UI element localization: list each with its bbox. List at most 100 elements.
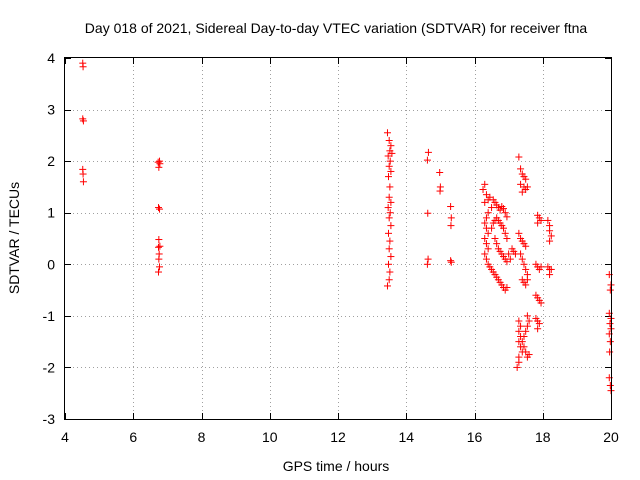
data-point: [79, 178, 87, 186]
data-point: [385, 260, 393, 268]
data-point: [385, 173, 393, 181]
data-point: [547, 232, 555, 240]
data-point: [447, 258, 455, 266]
data-point: [386, 183, 394, 191]
data-point: [491, 235, 499, 242]
data-point: [79, 63, 87, 71]
data-point: [522, 327, 530, 335]
data-point: [522, 242, 530, 250]
data-point: [484, 209, 492, 217]
data-point: [606, 381, 614, 389]
data-point: [546, 227, 554, 235]
y-tick-label: 1: [47, 205, 55, 221]
data-points: [79, 59, 615, 395]
data-point: [515, 317, 523, 325]
data-point: [383, 129, 391, 137]
data-point: [79, 117, 87, 125]
data-point: [606, 338, 614, 346]
data-point: [517, 165, 525, 173]
data-point: [547, 265, 555, 273]
data-point: [500, 224, 508, 232]
data-point: [518, 255, 526, 263]
data-point: [424, 148, 432, 156]
data-point: [515, 327, 523, 335]
data-point: [546, 271, 554, 279]
data-point: [156, 205, 164, 213]
y-tick-label: -3: [43, 411, 56, 427]
data-point: [384, 152, 392, 160]
x-tick-label: 20: [603, 429, 619, 445]
data-point: [522, 265, 530, 273]
data-point: [518, 188, 526, 196]
data-point: [155, 204, 163, 212]
data-point: [387, 142, 395, 150]
data-point: [385, 162, 393, 170]
data-point: [447, 203, 455, 211]
data-point: [488, 224, 496, 232]
data-point: [503, 283, 511, 291]
data-point: [520, 260, 528, 268]
data-point: [387, 198, 395, 206]
data-point: [155, 163, 163, 171]
data-point: [387, 253, 395, 261]
data-point: [385, 214, 393, 222]
data-point: [388, 149, 396, 157]
data-point: [537, 299, 545, 307]
data-point: [518, 338, 526, 346]
data-point: [385, 276, 393, 284]
data-point: [387, 222, 395, 230]
data-point: [386, 268, 394, 276]
data-point: [523, 322, 531, 330]
y-tick-label: -2: [43, 359, 56, 375]
data-point: [383, 282, 391, 290]
data-point: [156, 263, 164, 271]
data-point: [503, 235, 511, 242]
data-point: [447, 257, 455, 265]
data-point: [79, 170, 87, 178]
x-tick-label: 14: [398, 429, 414, 445]
data-point: [156, 242, 164, 250]
data-point: [482, 214, 490, 222]
data-point: [484, 245, 492, 253]
x-tick-label: 8: [198, 429, 206, 445]
data-point: [423, 260, 431, 268]
data-point: [606, 286, 614, 294]
data-point: [385, 193, 393, 201]
axis-ticks: [65, 58, 612, 420]
data-point: [503, 213, 511, 221]
data-point: [496, 206, 504, 214]
data-point: [534, 219, 542, 227]
chart-title: Day 018 of 2021, Sidereal Day-to-day VTE…: [85, 20, 588, 36]
data-point: [606, 320, 614, 328]
y-tick-labels: -3 -2 -1 0 1 2 3 4: [43, 50, 56, 427]
plot-frame: [64, 57, 612, 420]
data-point: [513, 363, 521, 371]
grid: [65, 58, 611, 419]
x-tick-label: 12: [330, 429, 346, 445]
data-point: [481, 235, 489, 242]
data-point: [523, 183, 531, 191]
data-point: [501, 229, 509, 237]
data-point: [384, 204, 392, 212]
data-point: [386, 157, 394, 165]
y-tick-label: 3: [47, 102, 55, 118]
data-point: [479, 186, 487, 194]
data-point: [488, 204, 496, 212]
data-point: [387, 167, 395, 175]
data-point: [155, 236, 163, 244]
y-tick-label: -1: [43, 308, 56, 324]
x-tick-label: 10: [262, 429, 278, 445]
data-point: [424, 209, 432, 217]
data-point: [484, 229, 492, 237]
x-tick-label: 4: [61, 429, 69, 445]
data-point: [424, 255, 432, 263]
data-point: [447, 214, 455, 222]
data-point: [481, 180, 489, 188]
data-point: [520, 332, 528, 340]
data-point: [436, 187, 444, 195]
y-axis-label: SDTVAR / TECUs: [6, 182, 22, 294]
x-axis-label: GPS time / hours: [283, 458, 390, 474]
data-point: [156, 157, 164, 165]
data-point: [515, 353, 523, 361]
